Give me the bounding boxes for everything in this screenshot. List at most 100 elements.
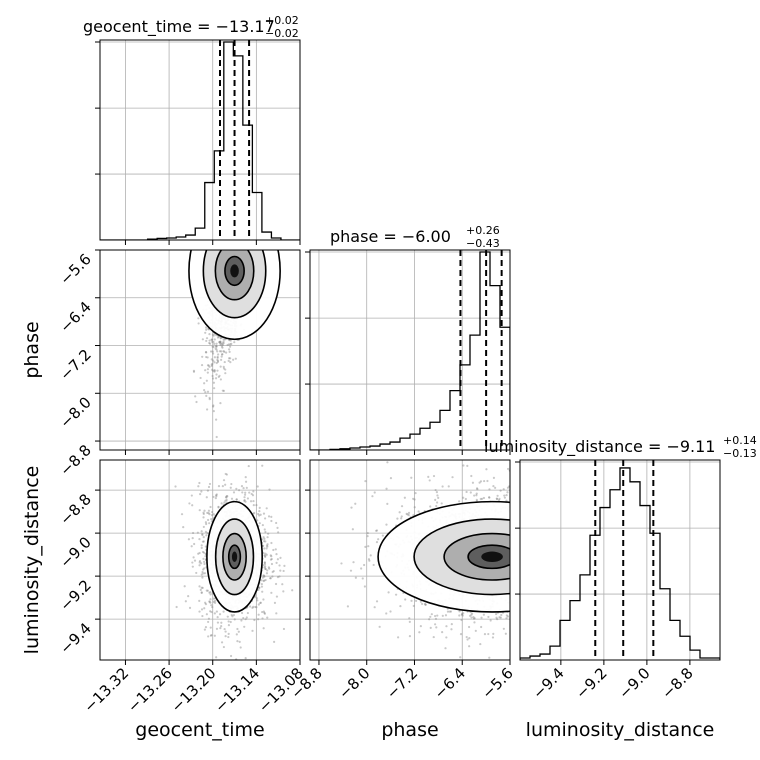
scatter-point — [394, 593, 398, 596]
scatter-point — [270, 515, 273, 518]
scatter-point — [445, 625, 448, 628]
scatter-point — [263, 554, 266, 557]
scatter-point — [264, 530, 267, 534]
scatter-point — [215, 494, 218, 497]
scatter-point — [219, 340, 222, 343]
scatter-point — [221, 353, 224, 356]
scatter-point — [187, 595, 190, 598]
scatter-point — [373, 606, 376, 609]
scatter-point — [267, 532, 270, 535]
scatter-point — [204, 530, 208, 533]
scatter-point — [220, 621, 223, 624]
scatter-point — [262, 512, 266, 515]
scatter-point — [491, 636, 495, 639]
scatter-point — [224, 372, 227, 375]
scatter-point — [419, 600, 423, 603]
title-luminosity-distance: luminosity_distance = −9.11 +0.14 −0.13 — [484, 434, 757, 460]
scatter-point — [209, 505, 212, 509]
scatter-point — [213, 369, 216, 372]
scatter-point — [246, 611, 249, 615]
scatter-point — [206, 368, 210, 371]
scatter-point — [466, 464, 469, 467]
scatter-point — [218, 613, 222, 616]
scatter-point — [476, 488, 479, 491]
scatter-point — [199, 493, 202, 496]
scatter-point — [450, 622, 453, 626]
y-tick-label: −8.8 — [56, 441, 94, 479]
scatter-point — [282, 569, 285, 573]
scatter-point — [257, 613, 260, 616]
scatter-point — [272, 548, 275, 552]
scatter-point — [200, 591, 203, 595]
scatter-point — [275, 595, 279, 598]
scatter-point — [223, 501, 226, 504]
scatter-point — [351, 528, 354, 531]
scatter-point — [215, 418, 218, 421]
scatter-point — [283, 564, 286, 567]
y-tick-label: −9.0 — [56, 533, 94, 571]
title-phase: phase = −6.00 +0.26 −0.43 — [330, 224, 500, 250]
scatter-point — [202, 572, 205, 575]
scatter-point — [205, 351, 208, 354]
scatter-point — [259, 513, 262, 516]
scatter-point — [216, 350, 219, 353]
scatter-point — [495, 612, 498, 616]
title-minus-phase: −0.43 — [466, 237, 500, 250]
scatter-point — [408, 617, 411, 620]
scatter-point — [215, 342, 218, 345]
scatter-point — [404, 598, 407, 601]
scatter-point — [220, 353, 224, 356]
scatter-point — [234, 357, 237, 360]
scatter-point — [213, 356, 217, 359]
scatter-point — [201, 540, 205, 543]
scatter-point — [448, 610, 451, 613]
scatter-point — [214, 377, 218, 380]
scatter-point — [213, 369, 216, 372]
scatter-point — [210, 338, 213, 341]
scatter-point — [197, 552, 200, 555]
scatter-point — [202, 536, 205, 539]
scatter-point — [232, 613, 236, 617]
scatter-point — [434, 498, 437, 501]
scatter-point — [254, 605, 257, 609]
scatter-point — [195, 400, 198, 404]
scatter-point — [217, 505, 220, 508]
scatter-point — [214, 347, 217, 350]
title-plus-phase: +0.26 — [466, 224, 500, 237]
scatter-point — [434, 617, 438, 620]
scatter-point — [408, 635, 412, 638]
scatter-point — [390, 669, 392, 671]
scatter-point — [489, 619, 492, 622]
scatter-point — [243, 498, 246, 502]
density-panel — [340, 461, 510, 671]
scatter-point — [200, 530, 203, 533]
scatter-point — [210, 610, 213, 614]
scatter-point — [389, 477, 393, 480]
histogram-geocent_time — [100, 41, 300, 240]
scatter-point — [213, 361, 216, 364]
scatter-point — [261, 523, 264, 527]
scatter-point — [205, 451, 207, 453]
x-tick-label: −13.20 — [168, 664, 220, 716]
scatter-point — [221, 342, 224, 345]
scatter-point — [210, 338, 213, 341]
scatter-point — [444, 614, 448, 617]
scatter-point — [499, 616, 502, 619]
scatter-point — [230, 482, 233, 486]
scatter-point — [211, 340, 214, 343]
scatter-point — [184, 600, 187, 603]
title-minus-geocent-time: −0.02 — [265, 27, 299, 40]
scatter-point — [204, 369, 207, 372]
scatter-point — [480, 616, 483, 619]
scatter-point — [212, 404, 215, 407]
scatter-point — [276, 526, 279, 529]
scatter-point — [366, 535, 369, 538]
scatter-point — [201, 568, 205, 571]
scatter-point — [364, 545, 367, 548]
scatter-point — [199, 437, 201, 439]
contour-level — [230, 264, 239, 278]
scatter-point — [469, 491, 472, 494]
scatter-point — [212, 600, 215, 603]
scatter-point — [212, 345, 215, 349]
